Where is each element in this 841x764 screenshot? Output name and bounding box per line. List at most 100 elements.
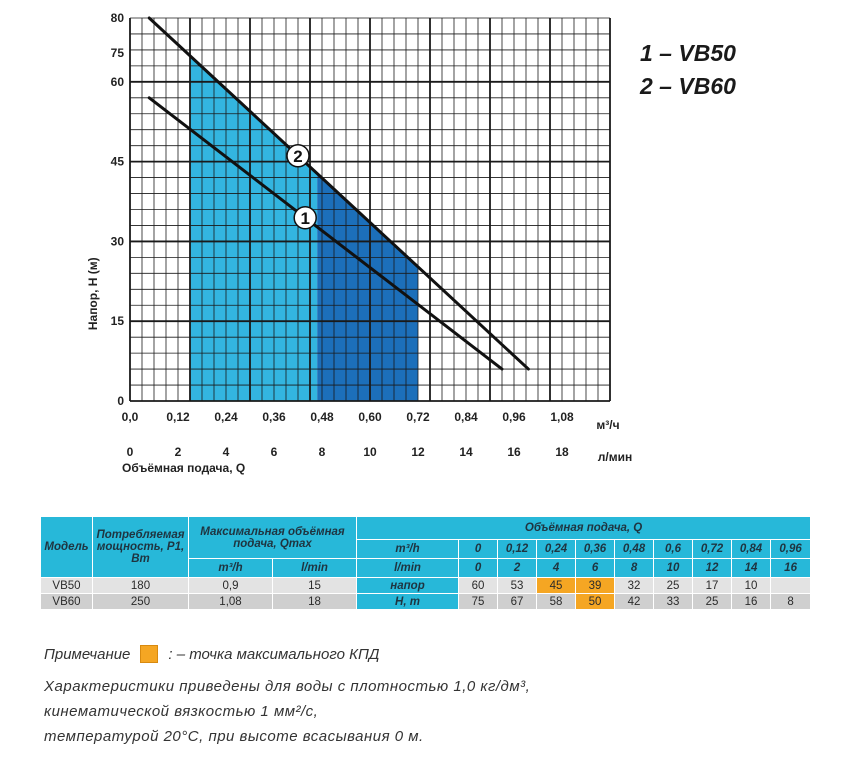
x-tick-label-m3h: 0,0 (122, 410, 139, 424)
vb50-head-cell: 32 (614, 577, 655, 594)
legend-vb50: 1 – VB50 (640, 40, 736, 66)
flow-m3h-cell: 0,6 (653, 539, 694, 559)
vb60-head-cell: 67 (497, 593, 538, 610)
head-label-1: напор (356, 577, 460, 594)
x-tick-label-m3h: 0,48 (310, 410, 334, 424)
vb60-qmax-lmin: 18 (271, 593, 358, 610)
x-tick-label-m3h: 0,12 (166, 410, 190, 424)
flow-m3h-cell: 0,36 (575, 539, 616, 559)
x-tick-label-m3h: 0,72 (406, 410, 430, 424)
x-tick-label-m3h: 0,60 (358, 410, 382, 424)
curve-1 (147, 96, 504, 371)
header-power: Потребляемая мощность, P1, Вт (92, 516, 189, 578)
header-qmax: Максимальная объёмная подача, Qmax (187, 516, 358, 559)
vb50-head-cell: 39 (575, 577, 616, 594)
vb60-head-cell: 75 (458, 593, 499, 610)
header-flow: Объёмная подача, Q (356, 516, 812, 540)
note-text: : – точка максимального КПД (168, 645, 380, 663)
vb60-head-cell: 16 (731, 593, 772, 610)
flow-m3h-cell: 0,84 (731, 539, 772, 559)
vb50-qmax-m3h: 0,9 (188, 577, 273, 594)
y-tick-label: 15 (111, 314, 125, 328)
vb60-head-cell: 50 (575, 593, 616, 610)
x-tick-label-m3h: 0,24 (214, 410, 238, 424)
x-tick-label-lmin: 4 (223, 445, 230, 459)
header-qmax-m3h: m³/h (188, 558, 273, 578)
flow-m3h-cell: 0,96 (770, 539, 812, 559)
x-tick-label-m3h: 0,96 (502, 410, 526, 424)
x-tick-label-lmin: 16 (507, 445, 521, 459)
vb60-model: VB60 (40, 593, 93, 610)
x-unit-m3h: м³/ч (596, 418, 619, 432)
y-tick-label: 80 (111, 11, 125, 25)
flow-m3h-cell: 0,12 (497, 539, 538, 559)
vb60-head-cell: 58 (536, 593, 577, 610)
flow-lmin-cell: 8 (614, 558, 655, 578)
curve-2 (147, 16, 530, 371)
vb50-model: VB50 (40, 577, 93, 594)
flow-lmin-cell: 4 (536, 558, 577, 578)
vb60-head-cell: 42 (614, 593, 655, 610)
x-tick-label-lmin: 14 (459, 445, 473, 459)
x-tick-label-lmin: 2 (175, 445, 182, 459)
flow-lmin-cell: 12 (692, 558, 733, 578)
flow-m3h-cell: 0,72 (692, 539, 733, 559)
header-lmin: l/min (356, 558, 460, 578)
curve-marker-label-2: 2 (293, 147, 302, 166)
vb50-head-cell: 60 (458, 577, 499, 594)
flow-m3h-cell: 0 (458, 539, 499, 559)
y-tick-label: 30 (111, 234, 125, 248)
spec-table: Модель Потребляемая мощность, P1, Вт Мак… (40, 516, 812, 610)
vb60-head-cell: 33 (653, 593, 694, 610)
x-tick-label-m3h: 0,84 (454, 410, 478, 424)
y-tick-label: 45 (111, 155, 125, 169)
x-tick-label-lmin: 10 (363, 445, 377, 459)
header-qmax-lmin: l/min (271, 558, 358, 578)
vb60-head-cell: 8 (770, 593, 812, 610)
y-axis-label: Напор, Н (м) (86, 257, 100, 330)
x-tick-label-m3h: 0,36 (262, 410, 286, 424)
y-tick-label: 60 (111, 75, 125, 89)
conditions-line-1: Характеристики приведены для воды с плот… (44, 678, 531, 695)
header-model: Модель (40, 516, 93, 578)
vb60-head-cell: 25 (692, 593, 733, 610)
flow-lmin-cell: 14 (731, 558, 772, 578)
vb50-head-cell: 17 (692, 577, 733, 594)
vb50-power: 180 (92, 577, 189, 594)
max-efficiency-swatch (140, 645, 159, 663)
note: Примечание : – точка максимального КПД (44, 645, 379, 663)
x-tick-label-lmin: 0 (127, 445, 134, 459)
vb50-qmax-lmin: 15 (271, 577, 358, 594)
vb60-qmax-m3h: 1,08 (188, 593, 273, 610)
vb50-head-cell (770, 577, 812, 594)
legend-vb60: 2 – VB60 (640, 73, 736, 99)
flow-m3h-cell: 0,48 (614, 539, 655, 559)
y-tick-label: 0 (117, 394, 124, 408)
curve-marker-1 (293, 206, 317, 230)
flow-lmin-cell: 0 (458, 558, 499, 578)
conditions-line-3: температурой 20°С, при высоте всасывания… (44, 728, 424, 745)
flow-lmin-cell: 6 (575, 558, 616, 578)
curve-marker-label-1: 1 (300, 209, 309, 228)
conditions-line-2: кинематической вязкостью 1 мм²/с, (44, 703, 319, 720)
fill-region (190, 55, 318, 402)
note-label: Примечание (44, 645, 131, 663)
vb50-head-cell: 10 (731, 577, 772, 594)
vb60-power: 250 (92, 593, 189, 610)
x-unit-lmin: л/мин (598, 450, 632, 464)
fill-region (317, 173, 418, 401)
flow-lmin-cell: 10 (653, 558, 694, 578)
x-axis-label: Объёмная подача, Q (122, 461, 245, 475)
x-tick-label-m3h: 1,08 (550, 410, 574, 424)
x-tick-label-lmin: 6 (271, 445, 278, 459)
vb50-head-cell: 53 (497, 577, 538, 594)
x-tick-label-lmin: 18 (555, 445, 569, 459)
flow-lmin-cell: 16 (770, 558, 812, 578)
flow-m3h-cell: 0,24 (536, 539, 577, 559)
header-m3h: m³/h (356, 539, 460, 559)
x-tick-label-lmin: 12 (411, 445, 425, 459)
curve-marker-2 (286, 144, 310, 168)
y-tick-label: 75 (111, 46, 125, 60)
